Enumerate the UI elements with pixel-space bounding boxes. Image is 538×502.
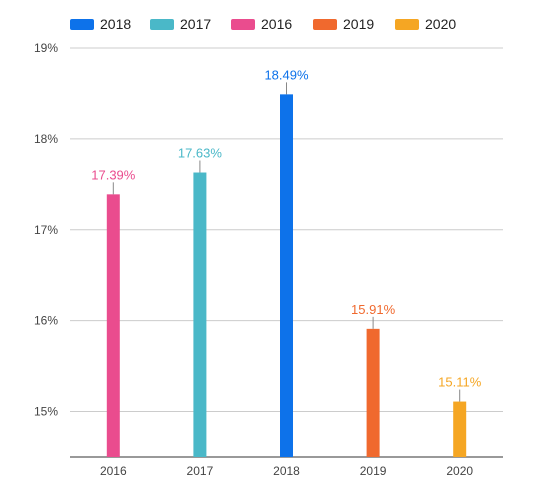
data-label-2016: 17.39%	[91, 167, 136, 182]
data-label-2020: 15.11%	[438, 375, 482, 390]
bar-2019	[366, 328, 380, 457]
legend-swatch	[395, 19, 419, 30]
legend-item-2016[interactable]: 2016	[231, 16, 292, 32]
data-label-2017: 17.63%	[178, 146, 223, 161]
x-tick-label: 2017	[187, 464, 214, 478]
data-label-2018: 18.49%	[264, 67, 309, 82]
bar-2018	[280, 94, 293, 457]
x-tick-label: 2019	[360, 464, 387, 478]
x-axis-ticks: 2016 2017 2018 2019 2020	[100, 464, 473, 478]
legend-label: 2016	[261, 16, 292, 32]
legend-swatch	[231, 19, 255, 30]
bars	[106, 94, 467, 458]
bar-2020	[453, 401, 467, 457]
x-tick-label: 2020	[446, 464, 473, 478]
legend-swatch	[150, 19, 174, 30]
y-tick-label: 16%	[34, 314, 58, 328]
legend-label: 2017	[180, 16, 211, 32]
y-tick-label: 17%	[34, 223, 58, 237]
x-tick-label: 2018	[273, 464, 300, 478]
y-tick-label: 19%	[34, 41, 58, 55]
bar-2016	[106, 194, 120, 457]
legend: 2018 2017 2016 2019 2020	[70, 16, 456, 32]
legend-swatch	[313, 19, 337, 30]
y-axis-ticks: 15% 16% 17% 18% 19%	[34, 41, 58, 419]
y-tick-label: 18%	[34, 132, 58, 146]
legend-item-2020[interactable]: 2020	[395, 16, 456, 32]
legend-swatch	[70, 19, 94, 30]
legend-item-2018[interactable]: 2018	[70, 16, 131, 32]
legend-item-2019[interactable]: 2019	[313, 16, 374, 32]
legend-item-2017[interactable]: 2017	[150, 16, 211, 32]
legend-label: 2019	[343, 16, 374, 32]
data-label-2019: 15.91%	[351, 302, 396, 317]
legend-label: 2018	[100, 16, 131, 32]
bar-2017	[193, 172, 207, 458]
legend-label: 2020	[425, 16, 456, 32]
x-tick-label: 2016	[100, 464, 127, 478]
y-tick-label: 15%	[34, 405, 58, 419]
data-labels: 17.39% 17.63% 18.49% 15.91% 15.11%	[91, 67, 482, 402]
